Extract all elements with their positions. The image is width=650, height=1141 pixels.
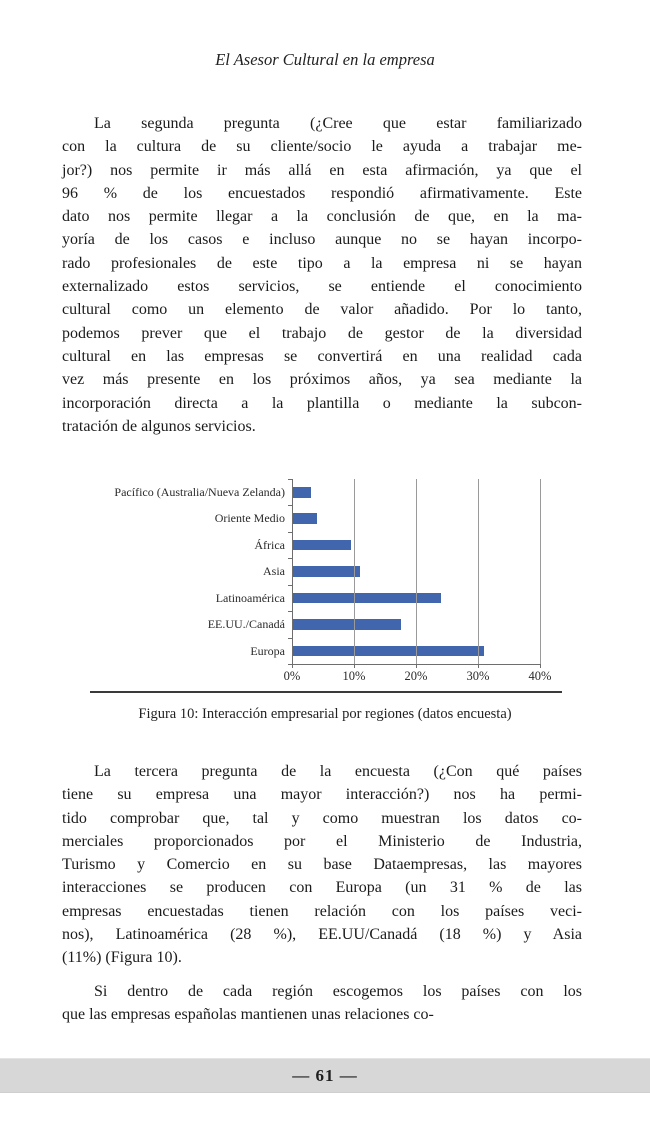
text-block-lower: La tercera pregunta de la encuesta (¿Con… [62,760,582,1026]
text-line: 96 % de los encuestados respondió afirma… [62,184,582,202]
text-line: cultural como un elemento de valor añadi… [62,301,582,319]
chart-rows: Pacífico (Australia/Nueva Zelanda) Orient… [95,479,540,664]
footer-bar: — 61 — [0,1058,650,1093]
bar [292,566,361,577]
category-label: Europa [250,643,285,658]
bar [292,645,485,657]
x-axis-line [292,664,541,665]
text-line: incorporación directa a la plantilla o m… [62,394,582,412]
bar-cell [292,585,540,611]
text-line: dato nos permite llegar a la conclusión … [62,208,582,226]
text-block-upper: La segunda pregunta (¿Cree que estar fam… [62,112,582,438]
text-line: Si dentro de cada región escogemos los p… [94,982,582,1000]
bar-cell [292,611,540,637]
bar [292,592,441,604]
x-tick-label: 20% [404,669,428,683]
category-label: África [254,537,285,552]
text-line: vez más presente en los próximos años, y… [62,371,582,389]
text-line: tratación de algunos servicios. [62,417,256,435]
x-tick-label: 10% [342,669,366,683]
bar [292,487,311,498]
text-line: nos), Latinoamérica (28 %), EE.UU/Canadá… [62,926,582,944]
paragraph: La segunda pregunta (¿Cree que estar fam… [62,112,582,438]
chart-row: Oriente Medio [95,505,540,531]
y-axis-tick [288,664,292,665]
text-line: La segunda pregunta (¿Cree que estar fam… [94,115,582,132]
x-tick-label: 40% [528,669,552,683]
chart-row: Pacífico (Australia/Nueva Zelanda) [95,479,540,505]
text-line: jor?) nos permite ir más allá en esta af… [62,161,582,179]
x-axis-tick [478,664,479,668]
x-axis-tick [354,664,355,668]
bar-cell [292,479,540,505]
bar-chart-figure: Pacífico (Australia/Nueva Zelanda) Orient… [95,460,557,696]
category-label: Asia [263,564,285,579]
running-header: El Asesor Cultural en la empresa [215,50,435,69]
grid-line [540,479,541,664]
chart-row: Asia [95,558,540,584]
chart-row: Europa [95,638,540,664]
text-line: externalizado estos servicios, se entien… [62,278,582,296]
text-line: empresas encuestadas tienen relación con… [62,902,582,920]
text-line: La tercera pregunta de la encuesta (¿Con… [94,763,582,780]
bar-cell [292,505,540,531]
category-label: Pacífico (Australia/Nueva Zelanda) [114,485,285,499]
bar-cell [292,638,540,664]
bar [292,619,401,630]
text-line: yoría de los casos e incluso aunque no s… [62,231,582,249]
text-line: tido comprobar que, tal y como muestran … [62,809,582,827]
text-line: podemos prever que el trabajo de gestor … [62,324,582,342]
bar [292,513,317,524]
chart-row: Latinoamérica [95,585,540,611]
text-line: rado profesionales de este tipo a la emp… [62,254,582,272]
x-axis-tick [540,664,541,668]
figure-caption: Figura 10: Interacción empresarial por r… [138,706,512,722]
text-line: con la cultura de su cliente/socio le ay… [62,138,582,156]
figure-bottom-rule [90,691,562,693]
x-axis-tick [292,664,293,668]
text-line: tiene su empresa una mayor interacción?)… [62,786,582,804]
text-line: merciales proporcionados por el Minister… [62,832,582,850]
x-axis-tick [416,664,417,668]
text-line: (11%) (Figura 10). [62,949,182,967]
x-tick-label: 30% [466,669,490,683]
page-number: — 61 — [292,1065,358,1085]
chart-row: África [95,532,540,558]
text-line: Turismo y Comercio en su base Dataempres… [62,856,582,874]
category-label: Oriente Medio [214,511,285,526]
x-tick-label: 0% [283,669,301,683]
text-line: interacciones se producen con Europa (un… [62,879,582,897]
chart-row: EE.UU./Canadá [95,611,540,637]
bar-cell [292,532,540,558]
paragraph: La tercera pregunta de la encuesta (¿Con… [62,760,582,970]
paragraph: Si dentro de cada región escogemos los p… [62,980,582,1027]
bar [292,539,351,551]
bar-cell [292,558,540,584]
text-line: cultural en las empresas se convertirá e… [62,347,582,365]
text-line: que las empresas españolas mantienen una… [62,1005,434,1023]
chart-x-axis-labels: 0% 10% 20% 30% 40% [284,669,552,685]
category-label: EE.UU./Canadá [207,617,285,632]
category-label: Latinoamérica [215,590,285,605]
